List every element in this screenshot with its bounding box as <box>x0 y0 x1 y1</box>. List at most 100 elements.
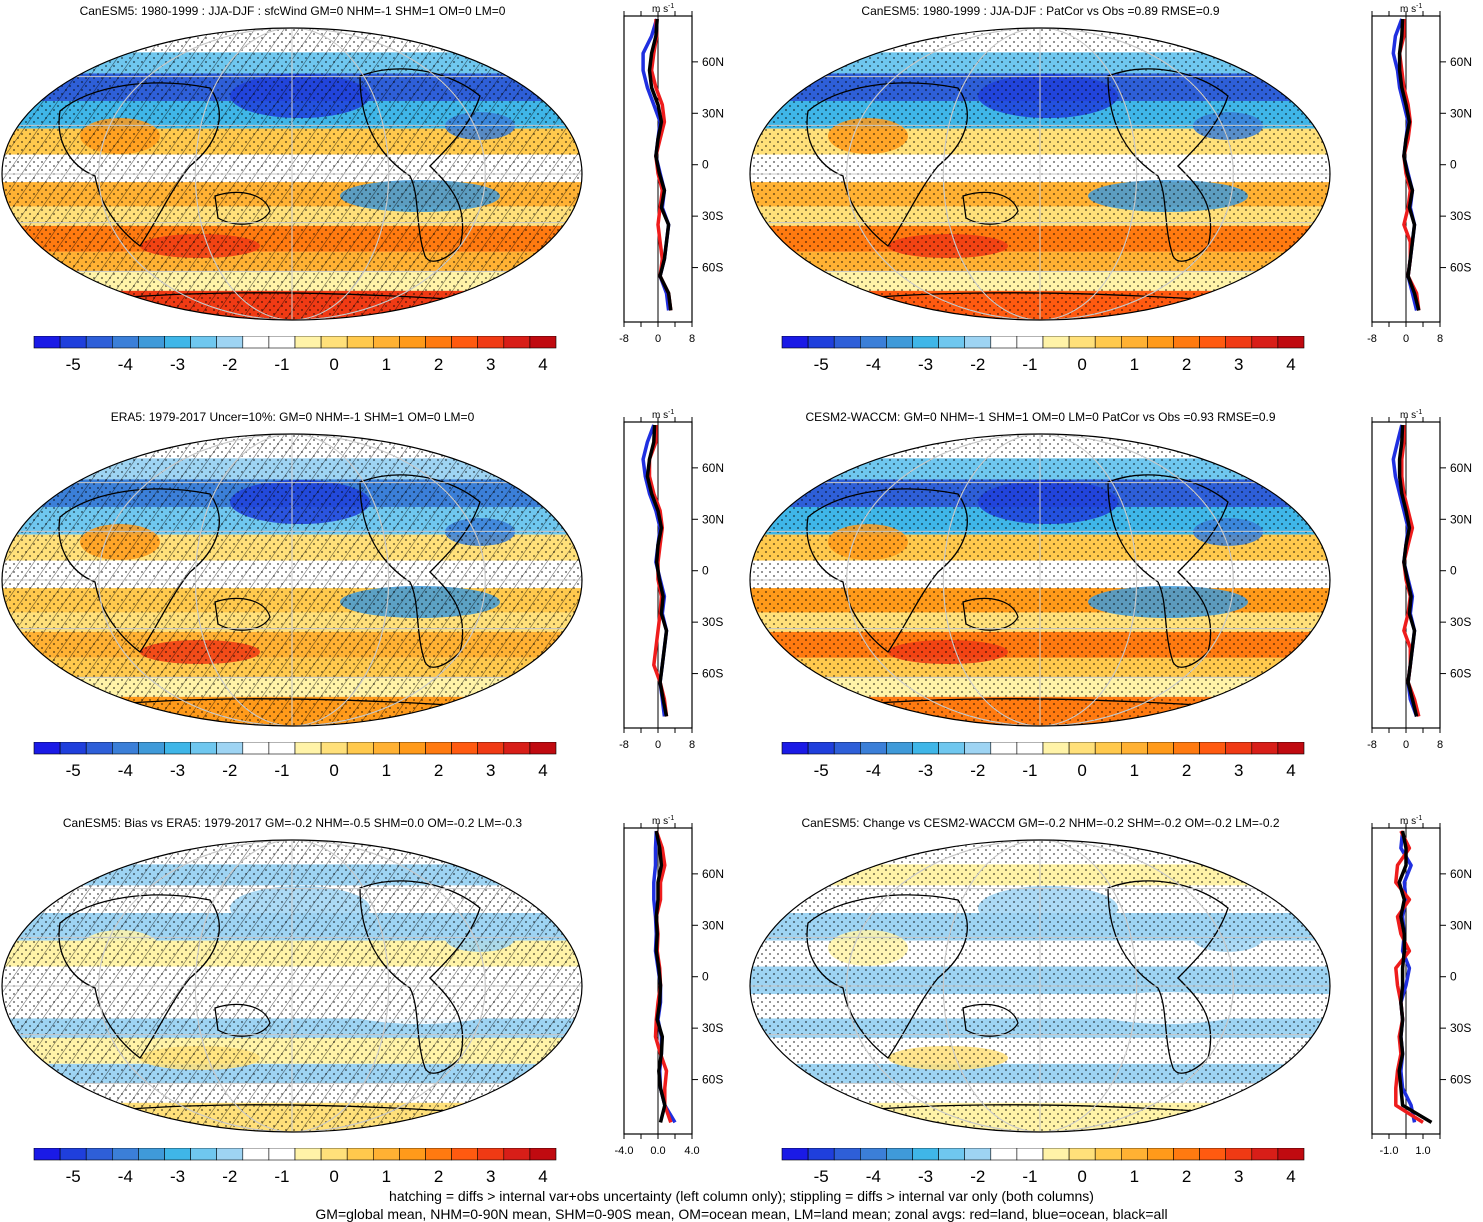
hatching-overlay <box>2 434 582 726</box>
map-field <box>750 434 1330 726</box>
map-outline <box>1 839 583 1133</box>
zonal-unit-exponent: -1 <box>668 815 674 822</box>
colorbar-tick-label: -5 <box>814 355 829 374</box>
colorbar-swatch <box>503 1148 531 1161</box>
x-tick-label: -8 <box>619 333 629 345</box>
colorbar-swatch <box>1225 1148 1253 1161</box>
colorbar-swatch <box>1120 336 1148 349</box>
colorbar-swatch <box>990 1148 1018 1161</box>
x-tick-label: 0.0 <box>650 1145 665 1157</box>
graticule-meridian <box>98 840 486 1132</box>
map-plot <box>1 27 583 321</box>
colorbar-swatch <box>294 336 322 349</box>
colorbar-tick-label: 0 <box>329 355 338 374</box>
graticule-meridian <box>194 28 390 320</box>
x-tick-label: 0 <box>655 739 661 751</box>
colorbar-tick-label: -1 <box>1022 1167 1037 1186</box>
colorbar-swatch <box>477 1148 505 1161</box>
colorbar-swatch <box>242 1148 270 1161</box>
lat-tick-label: 30N <box>702 106 724 120</box>
x-tick-label: 0 <box>655 333 661 345</box>
colorbar-tick-label: -5 <box>66 761 81 780</box>
hatching-overlay <box>2 28 582 320</box>
graticule-meridian <box>194 434 390 726</box>
colorbar-tick-label: 1 <box>1130 355 1139 374</box>
colorbar-swatch <box>833 336 861 349</box>
colorbar-swatch <box>242 742 270 755</box>
zonal-unit-exponent: -1 <box>1416 3 1422 10</box>
colorbar-swatch <box>425 336 452 349</box>
colorbar-swatch <box>190 742 218 755</box>
colorbar-swatch <box>164 1148 191 1161</box>
colorbar-tick-label: 3 <box>486 761 495 780</box>
colorbar-tick-label: -3 <box>918 1167 933 1186</box>
colorbar-swatch <box>529 742 557 755</box>
zonal-unit-exponent: -1 <box>1416 815 1422 822</box>
footer-hatching-note: hatching = diffs > internal var+obs unce… <box>389 1188 1094 1204</box>
colorbar-swatch <box>425 742 452 755</box>
colorbar-swatch <box>990 742 1018 755</box>
colorbar-swatch <box>294 742 322 755</box>
colorbar-swatch <box>1173 742 1200 755</box>
colorbar-tick-label: 3 <box>1234 355 1243 374</box>
colorbar-swatch <box>164 336 191 349</box>
map-outline <box>749 839 1331 1133</box>
colorbar-tick-label: 4 <box>538 355 547 374</box>
colorbar-swatch <box>781 336 809 349</box>
colorbar-tick-label: 2 <box>434 355 443 374</box>
graticule-meridian <box>846 434 1234 726</box>
colorbar-swatch <box>451 742 479 755</box>
zonal-line-all <box>647 18 673 311</box>
colorbar-swatch <box>190 336 218 349</box>
x-tick-label: 8 <box>689 333 695 345</box>
lat-tick-label: 30S <box>1450 1021 1471 1035</box>
colorbar-swatch <box>886 336 913 349</box>
lat-tick-label: 0 <box>1450 970 1457 984</box>
colorbar-swatch <box>399 1148 426 1161</box>
zonal-unit-exponent: -1 <box>1416 409 1422 416</box>
colorbar-swatch <box>938 742 966 755</box>
colorbar-swatch <box>216 336 244 349</box>
graticule-meridian <box>942 434 1138 726</box>
colorbar-tick-label: 4 <box>538 1167 547 1186</box>
map-field <box>750 840 1330 1132</box>
colorbar-swatch <box>346 742 374 755</box>
colorbar-tick-label: -1 <box>1022 761 1037 780</box>
colorbar-tick-label: 0 <box>329 761 338 780</box>
colorbar-swatch <box>886 1148 913 1161</box>
colorbar-swatch <box>346 1148 374 1161</box>
colorbar-swatch <box>1277 1148 1305 1161</box>
colorbar-tick-label: -4 <box>866 355 881 374</box>
zonal-mean-plot: m s -1 60N 30N 0 30S 60S -8 0 8 <box>1367 3 1472 345</box>
colorbar-tick-label: -1 <box>274 761 289 780</box>
colorbar-swatch <box>216 742 244 755</box>
colorbar-tick-label: 4 <box>1286 761 1295 780</box>
colorbar: -5-4-3-2-1012345 <box>781 1148 1305 1186</box>
colorbar-swatch <box>1277 742 1305 755</box>
colorbar: -5-4-3-2-1012345 <box>781 336 1305 374</box>
map-outline <box>749 27 1331 321</box>
zonal-line-land <box>1394 830 1424 1124</box>
colorbar-swatch <box>138 742 165 755</box>
colorbar-swatch <box>807 336 835 349</box>
lat-tick-label: 0 <box>702 158 709 172</box>
colorbar-tick-label: -1 <box>274 1167 289 1186</box>
colorbar-swatch <box>1094 336 1122 349</box>
zonal-unit-exponent: -1 <box>668 3 674 10</box>
colorbar-tick-label: -2 <box>970 1167 985 1186</box>
map-title: CanESM5: 1980-1999 : JJA-DJF : PatCor vs… <box>861 4 1220 18</box>
colorbar-tick-label: 0 <box>1077 1167 1086 1186</box>
map-field <box>2 434 582 726</box>
colorbar-swatch <box>320 336 348 349</box>
map-title: CESM2-WACCM: GM=0 NHM=-1 SHM=1 OM=0 LM=0… <box>805 410 1276 424</box>
colorbar-swatch <box>1251 1148 1279 1161</box>
lat-tick-label: 30N <box>1450 512 1472 526</box>
colorbar-tick-label: 2 <box>434 1167 443 1186</box>
colorbar-swatch <box>399 742 426 755</box>
panel-4: CESM2-WACCM: GM=0 NHM=-1 SHM=1 OM=0 LM=0… <box>748 406 1483 812</box>
colorbar-swatch <box>1042 742 1070 755</box>
lat-tick-label: 60S <box>702 1073 723 1087</box>
colorbar-swatch <box>451 1148 479 1161</box>
colorbar-swatch <box>807 1148 835 1161</box>
colorbar-swatch <box>268 1148 296 1161</box>
